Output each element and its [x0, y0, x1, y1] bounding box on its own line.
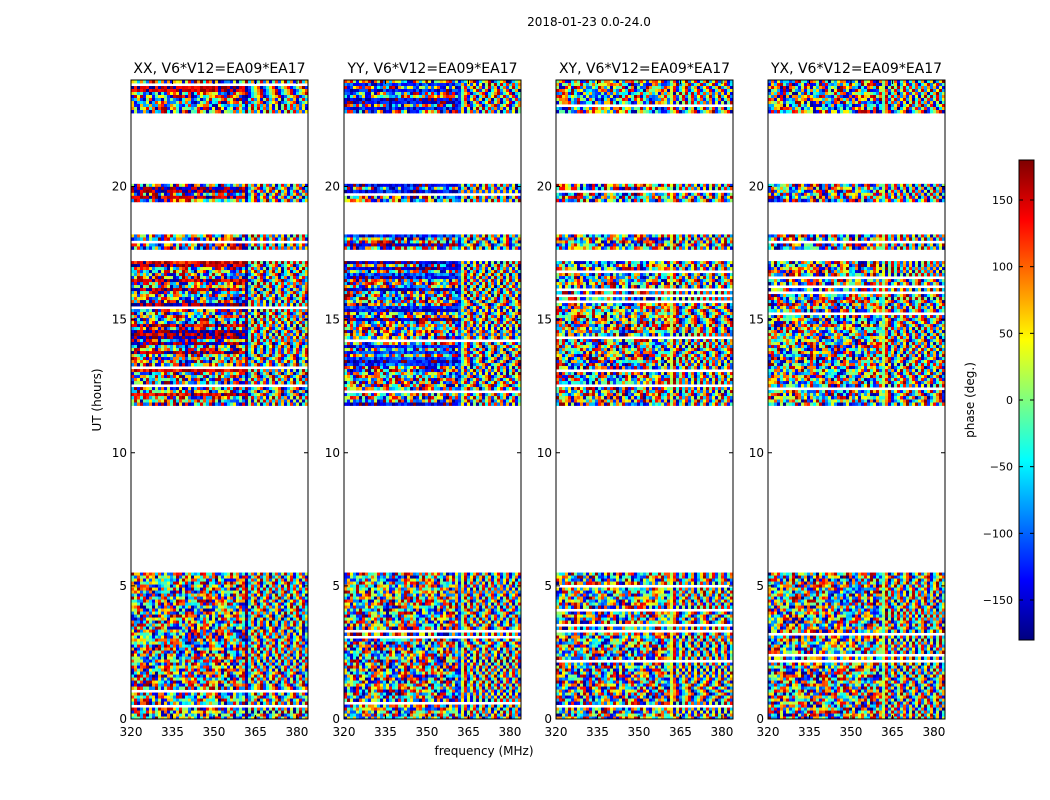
y-tick-label: 20 [325, 180, 340, 194]
axes-frame [130, 79, 309, 720]
axes-frame [555, 79, 734, 720]
heatmap-cells [344, 80, 521, 719]
colorbar-tick-label: 0 [1006, 394, 1013, 407]
x-tick-label: 380 [922, 725, 945, 739]
y-tick-label: 10 [112, 446, 127, 460]
y-tick-label: 10 [537, 446, 552, 460]
y-tick-label: 0 [119, 712, 127, 726]
y-tick-label: 20 [749, 180, 764, 194]
y-tick-label: 15 [537, 313, 552, 327]
y-tick-label: 20 [537, 180, 552, 194]
colorbar: −150 −100 −50 0 50 100 150 phase (deg.) [963, 159, 1035, 641]
axes-frame [767, 79, 946, 720]
panel-title: XY, V6*V12=EA09*EA17 [559, 61, 730, 77]
y-tick-label: 5 [332, 579, 340, 593]
x-tick-label: 380 [710, 725, 733, 739]
heatmap-cells [556, 80, 733, 719]
x-tick-label: 335 [374, 725, 397, 739]
x-tick-label: 365 [881, 725, 904, 739]
y-tick-label: 10 [325, 446, 340, 460]
panel-yy: YY, V6*V12=EA09*EA17 320 335 350 365 380 0 5 10 1… [325, 61, 522, 739]
colorbar-tick-label: −150 [983, 594, 1013, 607]
colorbar-tick-label: 50 [999, 327, 1013, 340]
y-tick-label: 15 [325, 313, 340, 327]
x-tick-label: 350 [203, 725, 226, 739]
x-tick-label: 380 [498, 725, 521, 739]
x-tick-label: 350 [416, 725, 439, 739]
axes-frame [343, 79, 522, 720]
x-tick-label: 350 [628, 725, 651, 739]
x-tick-label: 320 [120, 725, 143, 739]
heatmap-cells [768, 80, 945, 719]
colorbar-tick-label: −50 [990, 461, 1013, 474]
panel-title: YY, V6*V12=EA09*EA17 [346, 61, 517, 77]
panel-title: XX, V6*V12=EA09*EA17 [133, 61, 305, 77]
x-tick-label: 335 [798, 725, 821, 739]
y-tick-label: 5 [756, 579, 764, 593]
x-tick-label: 350 [840, 725, 863, 739]
x-tick-label: 365 [244, 725, 267, 739]
y-tick-label: 5 [119, 579, 127, 593]
y-tick-label: 15 [749, 313, 764, 327]
panel-yx: YX, V6*V12=EA09*EA17 320 335 350 365 380 0 5 10 1… [749, 61, 946, 739]
y-tick-label: 10 [749, 446, 764, 460]
x-tick-label: 320 [333, 725, 356, 739]
colorbar-tick-label: 150 [992, 194, 1013, 207]
y-tick-label: 5 [544, 579, 552, 593]
panel-xx: XX, V6*V12=EA09*EA17 320 335 350 365 380 0 5 10 1… [112, 61, 309, 739]
panel-title: YX, V6*V12=EA09*EA17 [770, 61, 942, 77]
x-tick-label: 320 [757, 725, 780, 739]
panels-group: XX, V6*V12=EA09*EA17 320 335 350 365 380 0 5 10 1… [112, 61, 946, 739]
x-axis-label: frequency (MHz) [434, 744, 533, 758]
x-tick-label: 380 [285, 725, 308, 739]
x-tick-label: 335 [161, 725, 184, 739]
heatmap-cells [131, 80, 308, 719]
x-tick-label: 335 [586, 725, 609, 739]
panel-xy: XY, V6*V12=EA09*EA17 320 335 350 365 380 0 5 10 1… [537, 61, 734, 739]
y-tick-label: 0 [544, 712, 552, 726]
colorbar-label: phase (deg.) [963, 362, 977, 438]
y-tick-label: 15 [112, 313, 127, 327]
figure-suptitle: 2018-01-23 0.0-24.0 [527, 15, 651, 29]
colorbar-tick-label: −100 [983, 527, 1013, 540]
y-tick-label: 20 [112, 180, 127, 194]
colorbar-tick-label: 100 [992, 261, 1013, 274]
x-tick-label: 365 [669, 725, 692, 739]
y-tick-label: 0 [756, 712, 764, 726]
x-tick-label: 320 [545, 725, 568, 739]
y-axis-label: UT (hours) [90, 368, 104, 431]
x-tick-label: 365 [457, 725, 480, 739]
y-tick-label: 0 [332, 712, 340, 726]
